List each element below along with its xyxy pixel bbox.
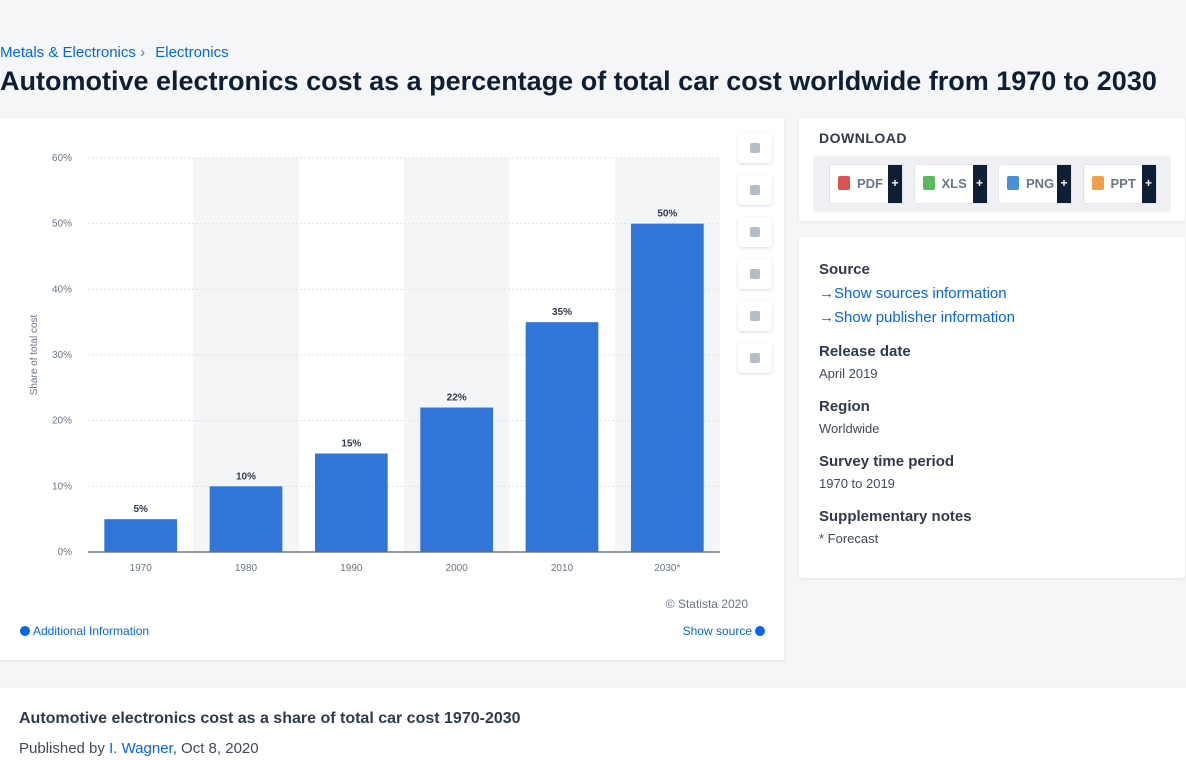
download-button[interactable]: PNG + — [998, 164, 1072, 204]
y-axis-label: Share of total cost — [29, 314, 40, 395]
bar — [104, 519, 178, 552]
detail-value: Worldwide — [819, 421, 880, 436]
x-tick-label: 2000 — [446, 563, 469, 574]
chart: Share of total cost © Statista 2020 Addi… — [20, 153, 765, 638]
publish-date: , Oct 8, 2020 — [172, 740, 259, 757]
bar — [209, 486, 283, 552]
download-button[interactable]: PDF + — [829, 164, 903, 204]
breadcrumb: Metals & Electronics › Electronics — [0, 44, 229, 61]
y-tick-label: 30% — [52, 350, 72, 361]
plus-button: + — [972, 165, 987, 203]
y-tick-label: 50% — [52, 219, 72, 230]
y-tick-label: 10% — [52, 481, 72, 492]
file-icon — [922, 176, 935, 190]
publisher-link[interactable]: Show publisher information — [819, 309, 1015, 326]
detail-value: 1970 to 2019 — [819, 476, 895, 491]
download-button[interactable]: XLS + — [913, 164, 988, 204]
favorite-button[interactable] — [738, 133, 772, 163]
x-tick-label: 2010 — [551, 563, 574, 574]
value-label: 10% — [236, 471, 256, 482]
bar — [525, 322, 599, 552]
download-title: DOWNLOAD — [819, 130, 907, 146]
y-tick-label: 40% — [52, 284, 72, 295]
value-label: 15% — [341, 439, 361, 450]
detail-label: Supplementary notes — [819, 508, 972, 525]
bar — [420, 407, 494, 552]
value-label: 35% — [552, 307, 572, 318]
footer-card — [0, 688, 1186, 760]
footer-title: Automotive electronics cost as a share o… — [19, 710, 521, 727]
bar — [314, 453, 388, 552]
breadcrumb-link[interactable]: Electronics — [155, 44, 229, 61]
x-tick-label: 2030* — [654, 563, 680, 574]
detail-label: Region — [819, 398, 870, 415]
format-label: XLS — [941, 176, 967, 191]
detail-value: * Forecast — [819, 531, 879, 546]
cite-button[interactable] — [738, 301, 772, 331]
info-icon — [20, 626, 30, 636]
detail-label: Survey time period — [819, 453, 955, 470]
value-label: 50% — [657, 209, 677, 220]
x-tick-label: 1990 — [340, 563, 363, 574]
author-link[interactable]: I. Wagner — [109, 740, 173, 757]
sources-link[interactable]: Show sources information — [819, 285, 1007, 302]
settings-button[interactable] — [738, 217, 772, 247]
share-button[interactable] — [738, 259, 772, 289]
x-tick-label: 1970 — [130, 563, 153, 574]
y-tick-label: 20% — [52, 416, 72, 427]
plus-button: + — [1057, 165, 1071, 203]
file-icon — [1091, 176, 1104, 190]
bar — [630, 223, 704, 552]
format-label: PNG — [1026, 176, 1055, 191]
print-button[interactable] — [738, 343, 772, 373]
file-icon — [1007, 176, 1019, 190]
published-by: Published by — [19, 740, 105, 757]
detail-value: April 2019 — [819, 366, 878, 381]
y-tick-label: 0% — [58, 547, 73, 558]
download-button[interactable]: PPT + — [1082, 164, 1157, 204]
source-title: Source — [819, 261, 870, 278]
alert-button[interactable] — [738, 175, 772, 205]
detail-label: Release date — [819, 343, 911, 360]
value-label: 5% — [133, 504, 148, 515]
plus-button: + — [888, 165, 902, 203]
breadcrumb-link[interactable]: Metals & Electronics — [0, 44, 136, 61]
copyright: © Statista 2020 — [666, 597, 749, 611]
value-label: 22% — [447, 393, 467, 404]
x-tick-label: 1980 — [235, 563, 258, 574]
breadcrumb-separator: › — [140, 44, 146, 61]
format-label: PPT — [1110, 176, 1136, 191]
plus-button: + — [1141, 165, 1156, 203]
show-source-link[interactable]: Show source — [683, 624, 753, 638]
info-icon — [755, 626, 765, 636]
y-tick-label: 60% — [52, 153, 72, 164]
page-title: Automotive electronics cost as a percent… — [0, 66, 1157, 96]
file-icon — [838, 176, 850, 190]
publisher-line: Published by I. Wagner, Oct 8, 2020 — [19, 740, 259, 757]
additional-info-link[interactable]: Additional Information — [33, 624, 149, 638]
format-label: PDF — [857, 176, 883, 191]
